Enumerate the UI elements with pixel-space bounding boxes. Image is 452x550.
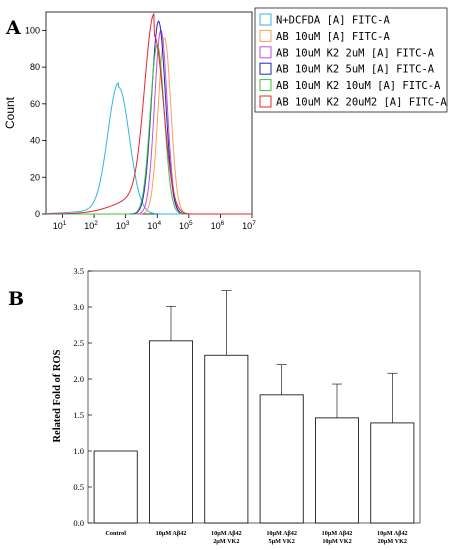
histogram-x-tick-label: 101: [53, 220, 67, 231]
bar: [370, 422, 415, 524]
bar: [204, 354, 249, 524]
bar-plot-frame: [87, 270, 421, 524]
bar-y-tick-label: 3.0: [73, 302, 84, 312]
flow-histogram-chart: Count 0 20 40 60 80 100 101 102 103 104 105 106 107…: [3, 7, 448, 231]
histogram-series-line-5: [46, 44, 252, 215]
legend-swatch: [259, 79, 272, 92]
histogram-y-tick-label: 100: [25, 25, 40, 35]
histogram-y-tick-label: 40: [30, 136, 40, 146]
legend-swatch: [259, 62, 272, 75]
bar-category-label: 20μM VK2: [378, 538, 407, 545]
bar: [149, 340, 193, 524]
bar-y-tick-label: 1.5: [73, 410, 84, 420]
bar-y-tick-label: 2.5: [73, 338, 84, 348]
histogram-y-tick-label: 60: [30, 99, 40, 109]
histogram-series-line-1: [45, 81, 252, 215]
bar-category-label: 10μM Aβ42: [156, 530, 187, 537]
legend-swatch: [259, 46, 272, 59]
histogram-x-tick-label: 105: [179, 220, 193, 231]
histogram-y-tick-label: 80: [30, 62, 40, 72]
bar: [259, 394, 304, 524]
histogram-series-line-3: [46, 29, 252, 215]
histogram-x-tick-label: 102: [84, 220, 98, 231]
legend-label: AB 10uM K2 2uM [A] FITC-A: [276, 47, 435, 59]
bar-category-label: 10μM Aβ42: [266, 530, 297, 537]
histogram-plot-frame: [45, 11, 253, 215]
bar-y-axis-label: Related Fold of ROS: [52, 349, 63, 442]
bar-category-label: 10μM VK2: [322, 538, 351, 545]
ros-bar-chart: Related Fold of ROS 0.0 0.5 1.0 1.5 2.0 2.5 3.…: [52, 266, 421, 545]
bar: [93, 450, 138, 524]
legend-label: AB 10uM K2 20uM2 [A] FITC-A: [276, 97, 447, 109]
legend-swatch: [259, 29, 272, 42]
bar: [315, 417, 359, 524]
bar-category-label: 2μM VK2: [213, 538, 239, 545]
histogram-x-tick-label: 107: [242, 220, 256, 231]
bar-category-label: 10μM Aβ42: [377, 530, 408, 537]
legend-swatch: [259, 95, 272, 108]
histogram-series-line-6: [46, 12, 252, 215]
histogram-x-tick-label: 103: [116, 220, 130, 231]
bar-y-tick-label: 0.5: [73, 482, 84, 492]
bar-category-label: Control: [105, 530, 126, 537]
panel-b-letter: B: [8, 288, 24, 310]
legend-swatch: [259, 13, 272, 26]
bar-y-tick-label: 0.0: [73, 518, 84, 528]
legend-label: N+DCFDA [A] FITC-A: [276, 15, 390, 27]
histogram-y-tick-label: 20: [30, 172, 40, 182]
histogram-y-axis-label: Count: [3, 96, 17, 129]
bar-category-label: 5μM VK2: [269, 538, 295, 545]
bar-y-tick-label: 1.0: [73, 446, 84, 456]
bar-y-tick-label: 2.0: [73, 374, 84, 384]
bar-y-tick-label: 3.5: [73, 266, 84, 276]
bar-category-label: 10μM Aβ42: [211, 530, 242, 537]
legend-label: AB 10uM K2 5uM [A] FITC-A: [276, 64, 435, 76]
bar-category-label: 10μM Aβ42: [322, 530, 353, 537]
histogram-legend: [254, 7, 448, 113]
legend-label: AB 10uM [A] FITC-A: [276, 31, 390, 43]
histogram-y-tick-label: 0: [35, 209, 40, 219]
histogram-x-tick-label: 106: [211, 220, 225, 231]
histogram-x-tick-label: 104: [147, 220, 161, 231]
panel-a-letter: A: [5, 17, 21, 39]
legend-label: AB 10uM K2 10uM [A] FITC-A: [276, 80, 441, 92]
